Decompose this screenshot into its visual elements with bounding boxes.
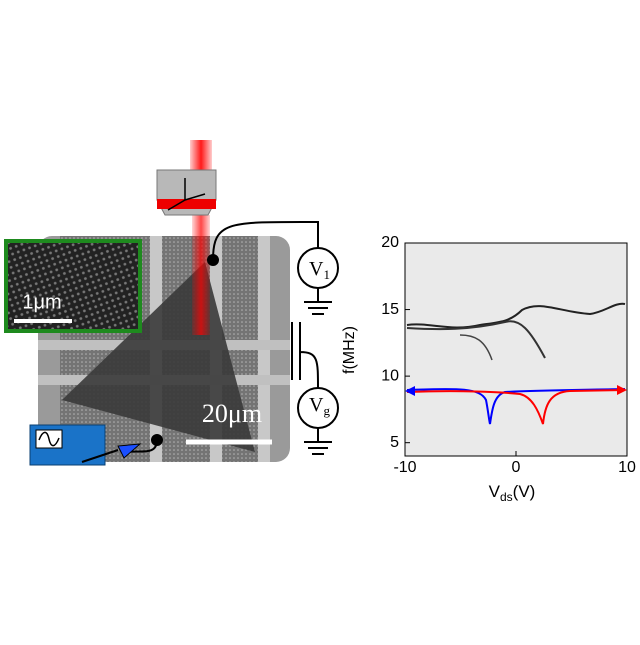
y-tick-label: 5 [390, 434, 399, 451]
plot [404, 242, 628, 457]
v1-main: V [309, 258, 324, 280]
y-tick-label: 20 [381, 234, 399, 251]
y-axis-label: f(MHz) [341, 326, 358, 374]
x-axis-label: Vds(V) [489, 482, 536, 504]
inset: 1μm [4, 239, 142, 333]
v1-sub: 1 [323, 267, 330, 282]
x-tick-label: -10 [393, 459, 416, 476]
x-label-main: V [489, 482, 501, 501]
signal-generator [29, 424, 142, 466]
vg-sub: g [323, 403, 330, 418]
v1-label: V1 [309, 258, 330, 282]
vg-main: V [309, 394, 324, 416]
y-tick-label: 10 [381, 367, 399, 384]
y-tick-label: 15 [381, 301, 399, 318]
x-tick-label: 0 [512, 459, 521, 476]
laser [156, 140, 217, 335]
circuit [127, 220, 339, 455]
x-tick-label: 10 [618, 459, 636, 476]
sem-scale-bar: 20μm [202, 399, 262, 428]
vg-label: Vg [309, 394, 330, 418]
x-label-sub: ds [500, 490, 513, 504]
inset-scale-bar: 1μm [22, 291, 61, 313]
x-label-unit: (V) [513, 482, 536, 501]
